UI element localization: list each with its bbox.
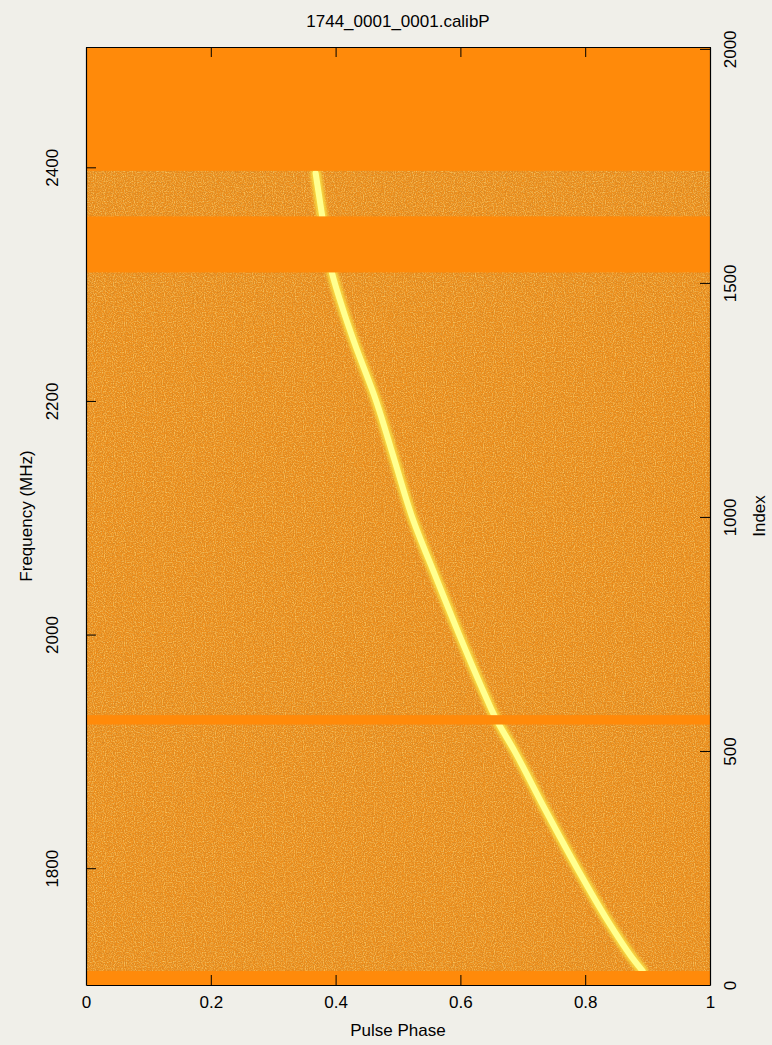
y2-axis-tick-label: 500 bbox=[721, 737, 740, 765]
x-axis-tick-mark bbox=[585, 975, 586, 985]
y-axis-line bbox=[86, 48, 87, 986]
x-axis-top-line bbox=[87, 47, 711, 48]
y-axis-title: Frequency (MHz) bbox=[17, 450, 36, 581]
x-axis-top-tick-mark bbox=[336, 47, 337, 57]
y-axis-tick-mark bbox=[86, 868, 96, 869]
title: 1744_0001_0001.calibP bbox=[306, 12, 489, 31]
y2-axis-tick-label: 1000 bbox=[721, 499, 740, 537]
x-axis-tick-mark bbox=[211, 975, 212, 985]
chart: 0 0.2 0.4 0.6 0.8 1 1800 2000 2200 2400 0 500 1000 15… bbox=[0, 0, 772, 1045]
y2-axis-tick-mark bbox=[700, 517, 710, 518]
x-axis-top-tick-mark bbox=[460, 47, 461, 57]
masked-band bbox=[86, 715, 710, 724]
y2-axis-tick-mark bbox=[700, 49, 710, 50]
x-axis-tick-mark bbox=[460, 975, 461, 985]
x-axis-top-tick-mark bbox=[585, 47, 586, 57]
y2-axis-tick: 500 bbox=[700, 737, 740, 765]
x-axis-tick-label: 0.2 bbox=[199, 993, 223, 1012]
y2-axis-tick: 1000 bbox=[700, 499, 740, 537]
pulse-track-halo bbox=[316, 173, 643, 971]
y-axis-tick: 1800 bbox=[43, 850, 96, 888]
masked-band bbox=[86, 47, 710, 171]
y2-axis-title: Index bbox=[750, 495, 769, 537]
x-axis-top-tick-mark bbox=[211, 47, 212, 57]
y-axis-tick-label: 1800 bbox=[43, 850, 62, 888]
plot-area bbox=[86, 47, 710, 985]
y2-axis-tick-mark bbox=[700, 751, 710, 752]
y2-axis-tick: 0 bbox=[700, 981, 740, 990]
x-axis-tick: 0.8 bbox=[574, 975, 598, 1012]
x-axis-tick-label: 0 bbox=[82, 993, 91, 1012]
x-axis-tick-mark bbox=[336, 975, 337, 985]
masked-band bbox=[86, 971, 710, 985]
noise-texture bbox=[86, 47, 710, 985]
x-axis-top-tick bbox=[460, 47, 461, 57]
y-axis-tick: 2400 bbox=[43, 149, 96, 187]
x-axis-tick-label: 0.4 bbox=[324, 993, 348, 1012]
x-axis-line bbox=[87, 985, 711, 986]
x-axis-top-tick bbox=[211, 47, 212, 57]
noise-texture bbox=[86, 47, 710, 985]
y-axis-tick-mark bbox=[86, 401, 96, 402]
y2-axis-tick: 2000 bbox=[700, 30, 740, 68]
x-axis-tick: 0.4 bbox=[324, 975, 348, 1012]
masked-band bbox=[86, 216, 710, 272]
y-axis-tick-label: 2200 bbox=[43, 383, 62, 421]
x-axis-title: Pulse Phase bbox=[350, 1021, 445, 1040]
x-axis-top bbox=[87, 47, 711, 57]
y2-axis-tick-mark bbox=[700, 283, 710, 284]
y2-axis-tick-label: 1500 bbox=[721, 264, 740, 302]
y-axis-tick-label: 2400 bbox=[43, 149, 62, 187]
y-axis-tick: 2200 bbox=[43, 383, 96, 421]
y-axis-tick-mark bbox=[86, 635, 96, 636]
x-axis: 0 0.2 0.4 0.6 0.8 1 bbox=[82, 975, 715, 1012]
x-axis-tick-label: 1 bbox=[706, 993, 715, 1012]
y2-axis-tick-mark bbox=[700, 985, 710, 986]
x-axis-top-tick bbox=[336, 47, 337, 57]
y-axis: 1800 2000 2200 2400 bbox=[43, 48, 96, 986]
y2-axis-tick-label: 2000 bbox=[721, 30, 740, 68]
y-axis-tick-label: 2000 bbox=[43, 616, 62, 654]
y2-axis-line bbox=[710, 48, 711, 986]
y-axis-tick-mark bbox=[86, 167, 96, 168]
x-axis-tick-label: 0.8 bbox=[574, 993, 598, 1012]
background bbox=[86, 47, 710, 985]
y2-axis-tick-label: 0 bbox=[721, 981, 740, 990]
y2-axis: 0 500 1000 1500 2000 bbox=[700, 30, 740, 990]
x-axis-top-tick bbox=[585, 47, 586, 57]
x-axis-tick: 0.2 bbox=[199, 975, 223, 1012]
y-axis-tick: 2000 bbox=[43, 616, 96, 654]
pulse-track bbox=[316, 173, 643, 971]
y2-axis-tick: 1500 bbox=[700, 264, 740, 302]
x-axis-tick: 0.6 bbox=[449, 975, 473, 1012]
x-axis-tick-label: 0.6 bbox=[449, 993, 473, 1012]
